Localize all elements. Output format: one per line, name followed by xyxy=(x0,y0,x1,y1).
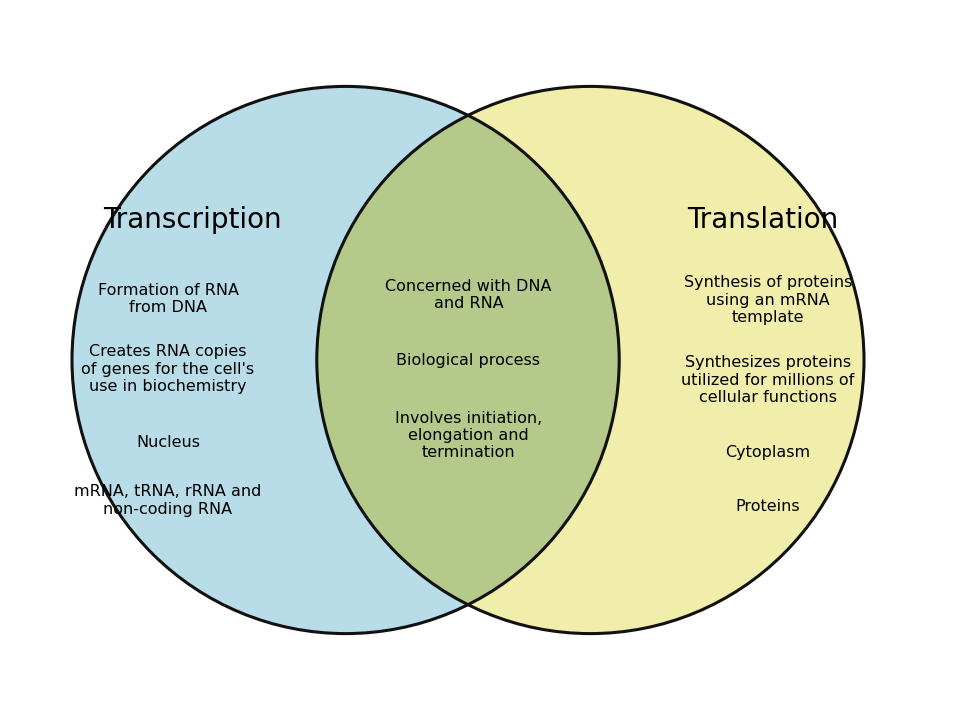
Ellipse shape xyxy=(72,86,619,634)
Ellipse shape xyxy=(317,86,864,634)
Text: Nucleus: Nucleus xyxy=(136,436,200,450)
Text: Transcription: Transcription xyxy=(103,206,281,233)
Text: Proteins: Proteins xyxy=(735,499,801,513)
Text: Concerned with DNA
and RNA: Concerned with DNA and RNA xyxy=(385,279,552,311)
Text: Cytoplasm: Cytoplasm xyxy=(726,445,810,459)
Ellipse shape xyxy=(317,86,864,634)
Text: Synthesizes proteins
utilized for millions of
cellular functions: Synthesizes proteins utilized for millio… xyxy=(682,355,854,405)
Text: Biological process: Biological process xyxy=(396,353,540,367)
Text: Formation of RNA
from DNA: Formation of RNA from DNA xyxy=(98,282,238,315)
Text: Creates RNA copies
of genes for the cell's
use in biochemistry: Creates RNA copies of genes for the cell… xyxy=(82,344,254,395)
Text: Translation: Translation xyxy=(687,206,839,233)
Text: Synthesis of proteins
using an mRNA
template: Synthesis of proteins using an mRNA temp… xyxy=(684,275,852,325)
Text: mRNA, tRNA, rRNA and
non-coding RNA: mRNA, tRNA, rRNA and non-coding RNA xyxy=(74,484,262,517)
Text: Involves initiation,
elongation and
termination: Involves initiation, elongation and term… xyxy=(395,410,542,461)
